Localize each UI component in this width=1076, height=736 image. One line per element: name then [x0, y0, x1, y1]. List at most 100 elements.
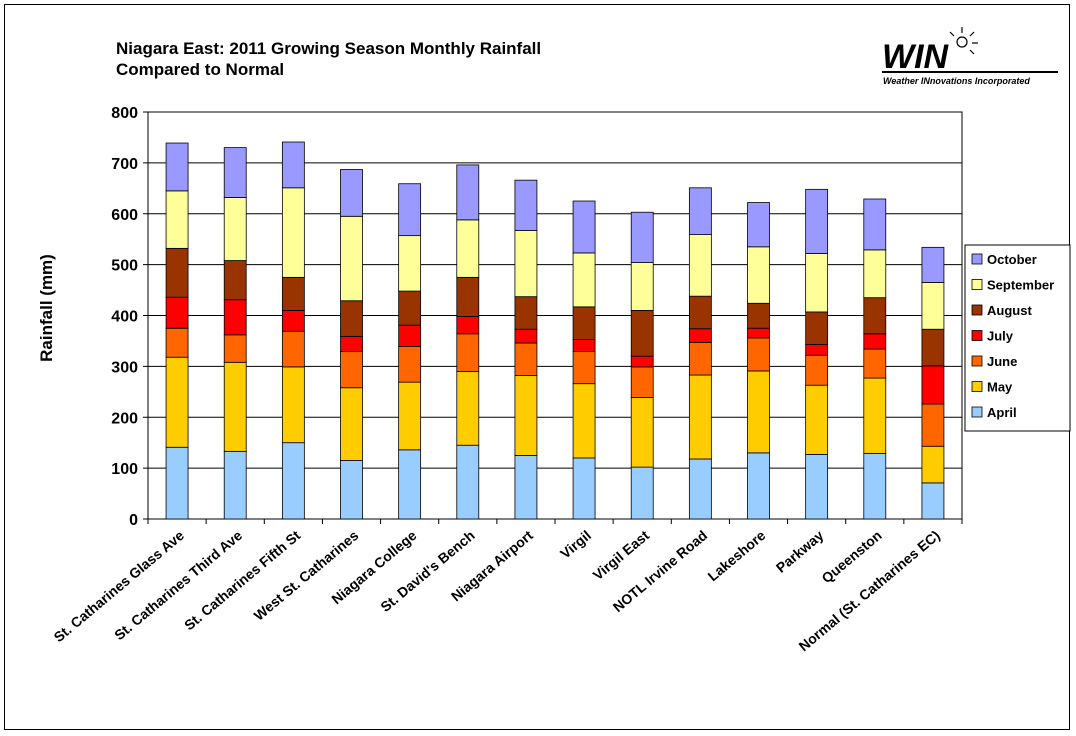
- legend-label: August: [987, 303, 1032, 318]
- bar-segment: [921, 246, 945, 283]
- bar-segment: [165, 327, 189, 358]
- sun-icon: [949, 27, 978, 55]
- bar-segment: [688, 458, 712, 520]
- bar-segment: [747, 327, 770, 339]
- bar-segment: [630, 211, 654, 263]
- chart-title: Niagara East: 2011 Growing Season Monthl…: [116, 38, 541, 80]
- bar-segment: [223, 299, 247, 336]
- bar-segment: [863, 297, 887, 335]
- bar-segment: [630, 397, 654, 468]
- y-tick-label: 600: [111, 207, 138, 224]
- bar-segment: [456, 219, 480, 278]
- bar-segment: [863, 377, 887, 454]
- legend-label: September: [987, 278, 1054, 293]
- bar-segment: [223, 334, 247, 363]
- sun-ray: [949, 31, 955, 37]
- bar-segment: [572, 252, 596, 308]
- bar-segment: [456, 164, 480, 221]
- bar-segment: [863, 249, 887, 299]
- bar-segment: [281, 276, 305, 311]
- bar-segment: [747, 246, 770, 304]
- bar-segment: [921, 403, 945, 447]
- bar-segment: [456, 444, 480, 520]
- chart-title-line1: Niagara East: 2011 Growing Season Monthl…: [116, 39, 542, 58]
- bar-segment: [340, 351, 363, 389]
- bar-segment: [281, 330, 305, 368]
- bar-segment: [398, 235, 422, 292]
- y-tick-label: 100: [111, 461, 138, 478]
- bar-segment: [340, 460, 363, 520]
- legend-swatch: [971, 253, 983, 265]
- bar-segment: [863, 198, 887, 251]
- bar-segment: [281, 366, 305, 444]
- bar-segment: [805, 253, 829, 313]
- bar-segment: [514, 230, 538, 298]
- bar-segment: [863, 452, 887, 520]
- y-axis: 0 100 200 300 400 500 600 700 800: [111, 105, 148, 529]
- bar-segment: [340, 300, 363, 337]
- bar-segment: [805, 453, 829, 520]
- legend-box: [964, 244, 1071, 432]
- y-tick-label: 400: [111, 309, 138, 326]
- bar-segment: [514, 296, 538, 330]
- bar-segment: [688, 328, 712, 343]
- x-tick-label: St. Catharines Fifth St: [181, 527, 304, 633]
- bar-segment: [572, 457, 596, 520]
- x-tick-label: West St. Catharines: [251, 527, 362, 624]
- legend-label: April: [987, 405, 1017, 420]
- plot-area: [147, 111, 963, 520]
- sun-ray: [969, 31, 975, 37]
- bar-segment: [165, 247, 189, 298]
- bar-segment: [805, 344, 829, 356]
- bar-stacks: [165, 141, 945, 520]
- bar-segment: [630, 262, 654, 311]
- sun-ray: [969, 49, 975, 55]
- bar-segment: [572, 200, 596, 254]
- bar-segment: [747, 337, 770, 372]
- logo-wordmark: WIN: [882, 38, 950, 76]
- bar-segment: [572, 351, 596, 385]
- bar-segment: [514, 179, 538, 231]
- bar-segment: [688, 374, 712, 460]
- legend-label: October: [987, 252, 1037, 267]
- bar-segment: [398, 324, 422, 347]
- bar-segment: [398, 449, 422, 520]
- bar-segment: [805, 311, 829, 345]
- bar-segment: [340, 387, 363, 461]
- bar-segment: [223, 147, 247, 198]
- y-tick-label: 0: [129, 512, 138, 529]
- bar-segment: [165, 446, 189, 520]
- bar-segment: [456, 333, 480, 372]
- bar-segment: [805, 188, 829, 254]
- bar-segment: [340, 215, 363, 302]
- bar-segment: [921, 365, 945, 405]
- bar-segment: [398, 381, 422, 451]
- bar-segment: [863, 348, 887, 379]
- bar-segment: [340, 169, 363, 217]
- legend-label: July: [987, 329, 1014, 344]
- bar-segment: [514, 375, 538, 456]
- y-tick-label: 300: [111, 359, 138, 376]
- bar-segment: [747, 202, 770, 248]
- y-tick-label: 200: [111, 410, 138, 427]
- bar-segment: [165, 190, 189, 249]
- bar-segment: [630, 355, 654, 368]
- legend-swatch: [971, 304, 983, 316]
- bar-segment: [688, 295, 712, 330]
- x-tick-label: Lakeshore: [704, 527, 768, 584]
- bar-segment: [630, 466, 654, 520]
- bar-segment: [688, 187, 712, 236]
- bar-segment: [805, 384, 829, 455]
- bar-segment: [921, 445, 945, 484]
- bar-segment: [747, 302, 770, 329]
- bar-segment: [340, 335, 363, 353]
- bar-segment: [398, 183, 422, 237]
- legend-swatch: [971, 330, 983, 341]
- bar-segment: [281, 141, 305, 189]
- bar-segment: [688, 234, 712, 297]
- bar-segment: [747, 370, 770, 454]
- bar-segment: [281, 310, 305, 332]
- legend-swatch: [971, 279, 983, 290]
